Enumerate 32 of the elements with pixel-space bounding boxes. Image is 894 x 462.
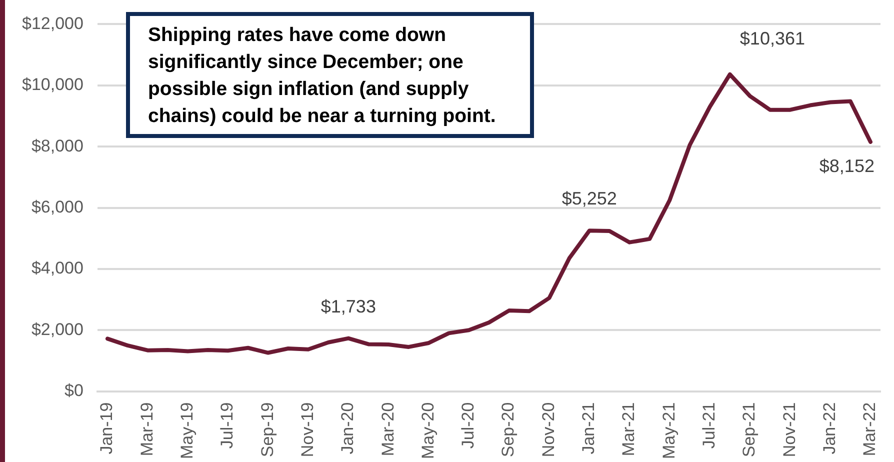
- y-tick-label: $12,000: [22, 14, 84, 33]
- y-tick-label: $0: [64, 381, 84, 400]
- y-tick-label: $2,000: [31, 320, 84, 339]
- y-tick-label: $6,000: [31, 197, 84, 216]
- x-tick-label: Sep-20: [498, 402, 518, 458]
- y-tick-label: $10,000: [22, 75, 84, 94]
- x-tick-label: Sep-21: [740, 402, 759, 458]
- data-label: $1,733: [320, 296, 376, 316]
- x-tick-label: Nov-21: [780, 402, 799, 458]
- x-tick-label: Nov-19: [298, 402, 317, 458]
- annotation: Shipping rates have come down significantly since December; one possible sign inflation (and supply chains) could be near a turning point.: [126, 12, 534, 138]
- x-tick-label: Jan-22: [820, 402, 839, 454]
- y-tick-label: $4,000: [31, 258, 84, 278]
- x-tick-label: Mar-20: [378, 402, 398, 456]
- x-tick-label: Jan-20: [338, 402, 358, 454]
- x-tick-label: Nov-20: [538, 402, 558, 458]
- x-tick-label: May-20: [418, 402, 438, 459]
- data-label: $8,152: [819, 156, 874, 176]
- x-tick-label: Mar-21: [619, 402, 638, 456]
- x-tick-label: Jan-21: [579, 402, 598, 454]
- data-label: $5,252: [562, 188, 617, 209]
- x-tick-label: Jan-19: [97, 402, 116, 454]
- x-tick-label: May-21: [659, 402, 678, 459]
- data-label: $10,361: [740, 28, 805, 48]
- x-tick-label: May-19: [177, 402, 196, 459]
- x-tick-label: Sep-19: [258, 402, 277, 458]
- x-tick-label: Mar-22: [860, 402, 880, 456]
- y-tick-label: $8,000: [31, 136, 84, 156]
- x-tick-label: Jul-19: [218, 402, 237, 449]
- x-tick-label: Mar-19: [137, 402, 156, 456]
- x-tick-label: Jul-20: [458, 402, 478, 449]
- x-tick-label: Jul-21: [700, 402, 719, 449]
